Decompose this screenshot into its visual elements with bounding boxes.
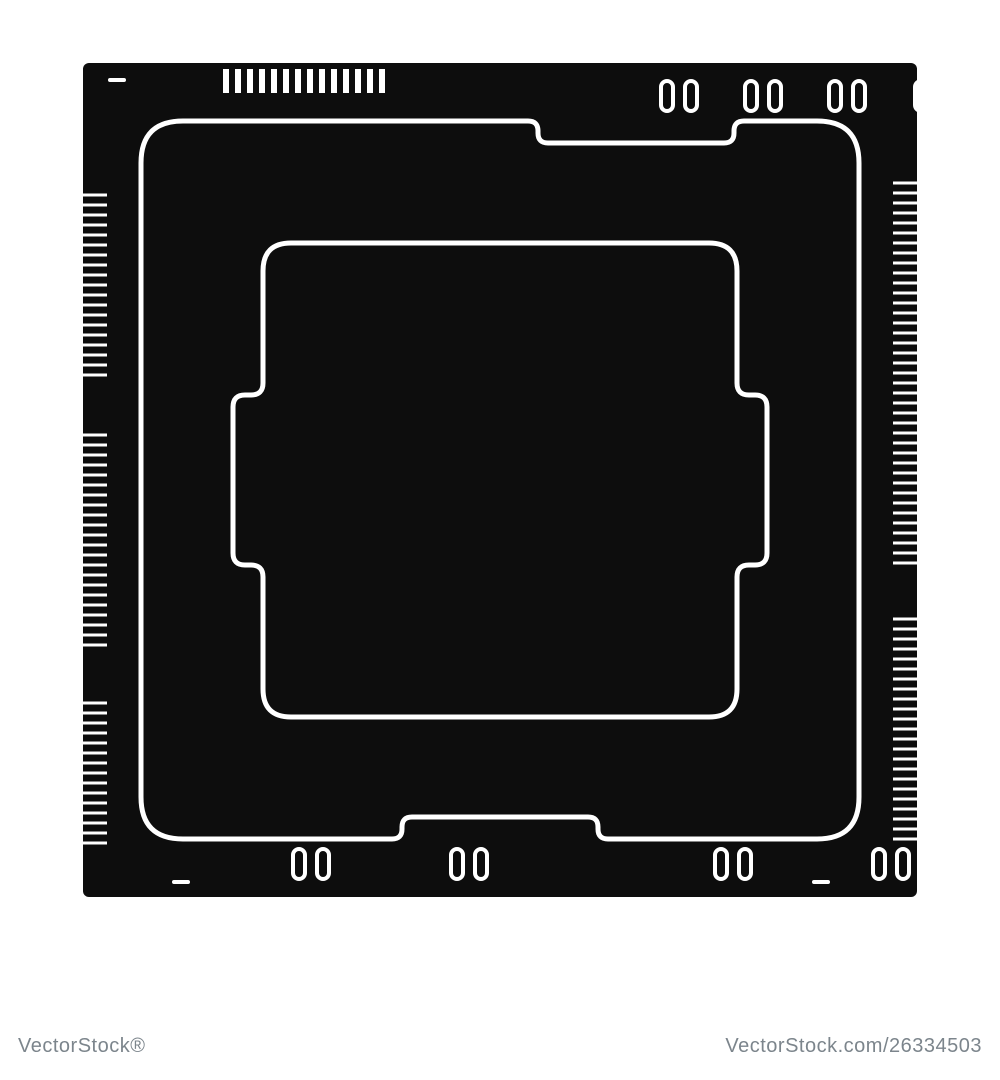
- watermark-brand: VectorStock®: [18, 1035, 145, 1058]
- canvas: [0, 0, 1000, 1080]
- watermark-id: VectorStock.com/26334503: [725, 1035, 982, 1058]
- cpu-chip-icon: [0, 0, 1000, 1080]
- chip-body: [83, 63, 917, 897]
